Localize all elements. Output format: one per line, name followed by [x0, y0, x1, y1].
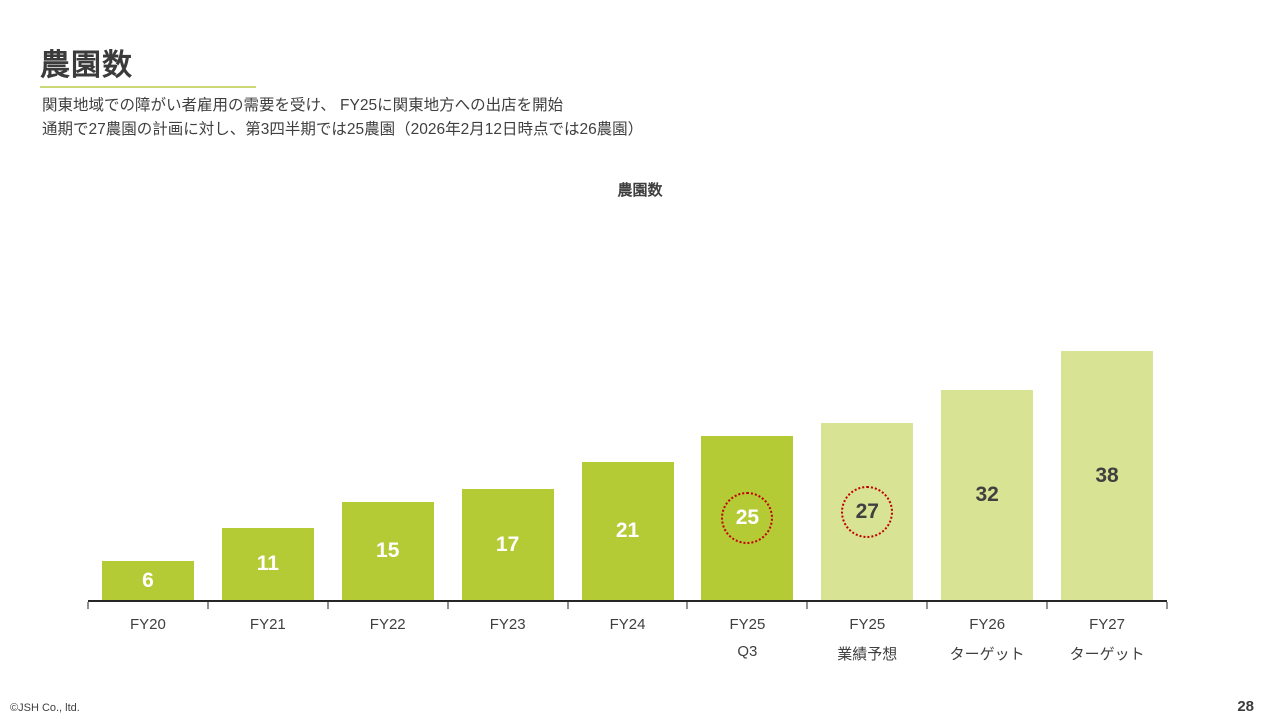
bar-value: 11 — [256, 552, 279, 575]
x-axis-label-line: FY23 — [489, 616, 526, 633]
bar-group-FY25-業績予想: 27 — [807, 423, 927, 600]
x-axis-label-FY24: FY24 — [568, 616, 688, 664]
axis-tick — [447, 602, 449, 609]
bar-group-FY27-ターゲット: 38 — [1047, 351, 1167, 600]
axis-tick — [207, 602, 209, 609]
x-axis-label-FY21: FY21 — [208, 616, 328, 664]
bar-FY21: 11 — [221, 528, 314, 600]
x-axis-label-FY22: FY22 — [328, 616, 448, 664]
bar-FY26-ターゲット: 32 — [941, 390, 1034, 600]
subtitle-line-1: 関東地域での障がい者雇用の需要を受け、 FY25に関東地方への出店を開始 — [42, 97, 564, 114]
bar-value: 21 — [615, 519, 640, 542]
bar-value: 6 — [142, 568, 154, 592]
x-axis-label-line: FY20 — [130, 616, 166, 633]
axis-tick — [567, 602, 569, 609]
bar-value: 32 — [975, 483, 999, 506]
axis-tick — [1166, 602, 1168, 609]
bar-FY20: 6 — [101, 561, 194, 600]
bar-FY24: 21 — [581, 462, 674, 600]
bar-value: 38 — [1095, 463, 1119, 487]
bar-group-FY23: 17 — [448, 489, 568, 600]
x-axis-label-line: Q3 — [737, 643, 758, 660]
axis-tick — [686, 602, 688, 609]
x-axis-label-FY25-業績予想: FY25 業績予想 — [807, 616, 927, 664]
x-axis-label-FY25-Q3: FY25 Q3 — [687, 616, 807, 664]
page-number: 28 — [1237, 698, 1254, 715]
title-underline — [40, 86, 256, 88]
subtitle-line-2: 通期で27農園の計画に対し、第3四半期では25農園（2026年2月12日時点では… — [42, 121, 644, 138]
x-axis-label-FY23: FY23 — [448, 616, 568, 664]
bar-value-highlighted: 25 — [721, 492, 774, 544]
axis-tick — [806, 602, 808, 609]
bar-FY27-ターゲット: 38 — [1061, 351, 1154, 600]
bar-group-FY21: 11 — [208, 528, 328, 600]
x-axis-label-line: ターゲット — [1069, 646, 1145, 663]
x-axis-label-line: FY26 — [969, 616, 1006, 633]
bar-group-FY25-Q3: 25 — [687, 436, 807, 600]
bar-value: 15 — [376, 539, 400, 562]
footer-copyright: ©JSH Co., ltd. — [10, 702, 80, 714]
x-axis-label-line: FY21 — [249, 616, 286, 633]
bar-value: 17 — [495, 532, 520, 556]
subtitle: 関東地域での障がい者雇用の需要を受け、 FY25に関東地方への出店を開始 通期で… — [42, 94, 643, 142]
bar-group-FY24: 21 — [568, 462, 688, 600]
x-axis-label-line: FY25 — [849, 616, 886, 633]
chart-plot-area: 6 11 15 17 21 25 27 32 38 — [88, 340, 1167, 602]
x-axis-label-FY20: FY20 — [88, 616, 208, 664]
axis-tick — [1046, 602, 1048, 609]
bar-FY23: 17 — [461, 489, 554, 600]
bar-group-FY22: 15 — [328, 502, 448, 600]
bar-group-FY26-ターゲット: 32 — [927, 390, 1047, 600]
bar-FY22: 15 — [341, 502, 434, 600]
x-axis-label-FY26-ターゲット: FY26 ターゲット — [927, 616, 1047, 664]
bar-FY25-業績予想: 27 — [821, 423, 914, 600]
bar-value-highlighted: 27 — [841, 485, 894, 538]
bar-group-FY20: 6 — [88, 561, 208, 600]
chart-title: 農園数 — [617, 182, 663, 199]
x-axis-label-FY27-ターゲット: FY27 ターゲット — [1047, 616, 1167, 664]
x-axis-label-line: FY22 — [369, 616, 406, 633]
x-axis-labels: FY20 FY21 FY22 FY23 FY24 FY25 Q3 FY25 業績予想 FY26 ター… — [88, 602, 1167, 664]
x-axis-label-line: FY27 — [1089, 616, 1125, 633]
x-axis-label-line: 業績予想 — [837, 646, 898, 663]
page-title: 農園数 — [40, 49, 133, 82]
bar-FY25-Q3: 25 — [701, 436, 794, 600]
axis-tick — [926, 602, 928, 609]
x-axis-label-line: ターゲット — [949, 646, 1025, 663]
axis-tick — [87, 602, 89, 609]
x-axis-label-line: FY24 — [609, 616, 646, 633]
axis-tick — [327, 602, 329, 609]
bar-chart: 6 11 15 17 21 25 27 32 38 FY20 FY21 FY22 FY23 FY24 FY… — [87, 340, 1168, 664]
x-axis-label-line: FY25 — [729, 616, 766, 633]
